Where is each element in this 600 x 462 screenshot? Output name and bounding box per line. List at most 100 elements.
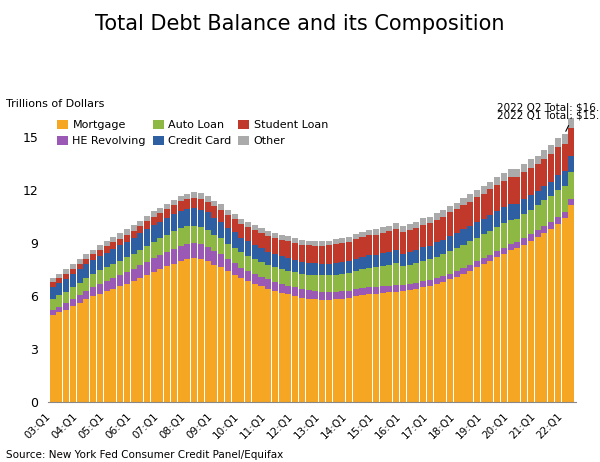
Bar [548,145,554,154]
Bar [326,275,332,292]
Bar [319,292,325,300]
Bar [413,222,419,228]
Bar [380,227,386,232]
Bar [339,299,346,402]
Bar [373,229,379,235]
Bar [259,233,265,249]
Bar [191,243,197,258]
Bar [104,253,110,267]
Bar [313,299,319,402]
Bar [292,260,298,273]
Bar [50,298,56,310]
Bar [332,244,338,263]
Bar [562,171,568,186]
Bar [117,245,123,261]
Bar [205,201,211,213]
Bar [137,249,143,265]
Text: 2022 Q2 Total: $16.10 Trillion: 2022 Q2 Total: $16.10 Trillion [497,103,600,118]
Bar [50,278,56,282]
Bar [474,237,480,261]
Bar [272,233,278,238]
Bar [413,283,419,289]
Bar [386,265,392,286]
Bar [171,205,177,214]
Bar [265,265,271,280]
Bar [278,256,285,269]
Bar [131,231,137,238]
Bar [164,204,170,209]
Bar [548,222,554,229]
Bar [346,261,352,273]
Bar [178,201,184,211]
Bar [117,238,123,245]
Bar [494,211,500,227]
Bar [413,289,419,402]
Bar [393,250,399,263]
Bar [366,235,372,255]
Bar [205,213,211,230]
Bar [353,239,359,259]
Bar [117,286,123,402]
Bar [144,261,150,275]
Bar [440,240,446,254]
Bar [104,281,110,292]
Bar [278,269,285,284]
Bar [461,267,467,274]
Bar [63,274,69,279]
Bar [144,216,150,221]
Bar [117,233,123,238]
Bar [467,226,473,242]
Bar [56,312,62,402]
Bar [157,208,163,213]
Bar [97,270,103,284]
Bar [541,232,547,402]
Bar [467,242,473,265]
Bar [481,194,487,219]
Text: 2022 Q1 Total: $15.84 Trillion: 2022 Q1 Total: $15.84 Trillion [497,110,600,131]
Bar [178,195,184,201]
Bar [299,245,305,262]
Bar [339,262,346,274]
Bar [380,293,386,402]
Bar [211,218,217,235]
Bar [252,225,258,230]
Bar [407,252,413,265]
Bar [508,204,514,220]
Bar [393,292,399,402]
Bar [380,232,386,253]
Bar [70,287,76,299]
Bar [184,226,190,244]
Bar [56,283,62,295]
Bar [232,214,238,219]
Bar [225,259,231,271]
Bar [474,261,480,267]
Bar [548,196,554,222]
Bar [353,289,359,297]
Bar [427,280,433,286]
Bar [164,218,170,235]
Bar [339,243,346,262]
Bar [265,236,271,252]
Bar [413,228,419,249]
Bar [366,294,372,402]
Bar [124,235,130,242]
Bar [272,254,278,267]
Bar [171,200,177,205]
Bar [508,250,514,402]
Bar [420,247,426,261]
Bar [83,254,89,259]
Bar [555,138,561,147]
Bar [568,118,574,128]
Bar [393,263,399,285]
Bar [211,265,217,402]
Bar [56,306,62,312]
Bar [97,255,103,270]
Bar [198,210,204,227]
Bar [205,230,211,247]
Bar [454,277,460,402]
Bar [447,206,453,213]
Bar [70,299,76,306]
Bar [481,186,487,194]
Bar [454,233,460,248]
Bar [461,244,467,267]
